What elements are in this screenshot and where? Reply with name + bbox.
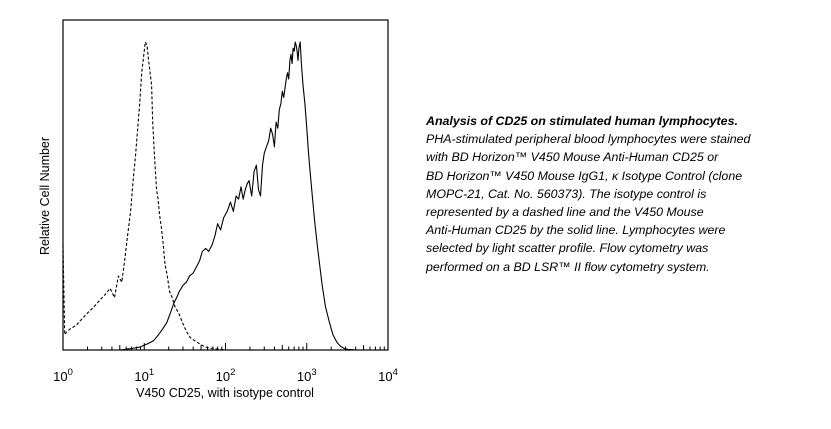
caption-title: Analysis of CD25 on stimulated human lym… [426,114,738,128]
x-tick-label-base: 10 [216,369,230,384]
caption-line: selected by light scatter profile. Flow … [426,241,709,256]
caption-line: BD Horizon™ V450 Mouse IgG1, κ Isotype C… [426,168,743,183]
caption-line: represented by a dashed line and the V45… [426,205,704,220]
x-tick-label-base: 10 [134,369,148,384]
plot-frame [62,19,389,351]
x-tick-label-base: 10 [378,369,392,384]
x-tick-label: 103 [297,367,317,384]
x-tick-label: 102 [216,367,236,384]
x-axis-tick-labels: 100 101 102 103 104 [53,367,398,384]
x-axis-ticks [62,343,389,350]
histogram-chart: 100 101 102 103 104 V450 CD25, with isotype … [38,19,398,400]
figure-caption: Analysis of CD25 on stimulated human lym… [426,112,818,276]
x-tick-label: 101 [134,367,154,384]
x-tick-label-exponent: 1 [149,367,154,378]
x-tick-label-exponent: 4 [393,367,398,378]
caption-line: performed on a BD LSR™ II flow cytometry… [426,259,710,274]
x-tick-label-base: 10 [297,369,311,384]
caption-line: PHA-stimulated peripheral blood lymphocy… [426,132,751,147]
x-tick-label-base: 10 [53,369,67,384]
x-tick-label: 104 [378,367,398,384]
x-tick-label: 100 [53,367,73,384]
y-axis-label: Relative Cell Number [38,137,52,255]
caption-line: with BD Horizon™ V450 Mouse Anti-Human C… [426,150,719,165]
caption-line: Anti-Human CD25 by the solid line. Lymph… [426,223,726,238]
x-tick-label-exponent: 3 [311,367,316,378]
x-axis-label: V450 CD25, with isotype control [136,386,314,400]
series-layer [62,41,360,351]
isotype-control-line [62,41,226,351]
x-tick-label-exponent: 2 [230,367,235,378]
cd25-line [119,41,360,351]
caption-line: MOPC-21, Cat. No. 560373). The isotype c… [426,186,707,201]
x-tick-label-exponent: 0 [68,367,73,378]
